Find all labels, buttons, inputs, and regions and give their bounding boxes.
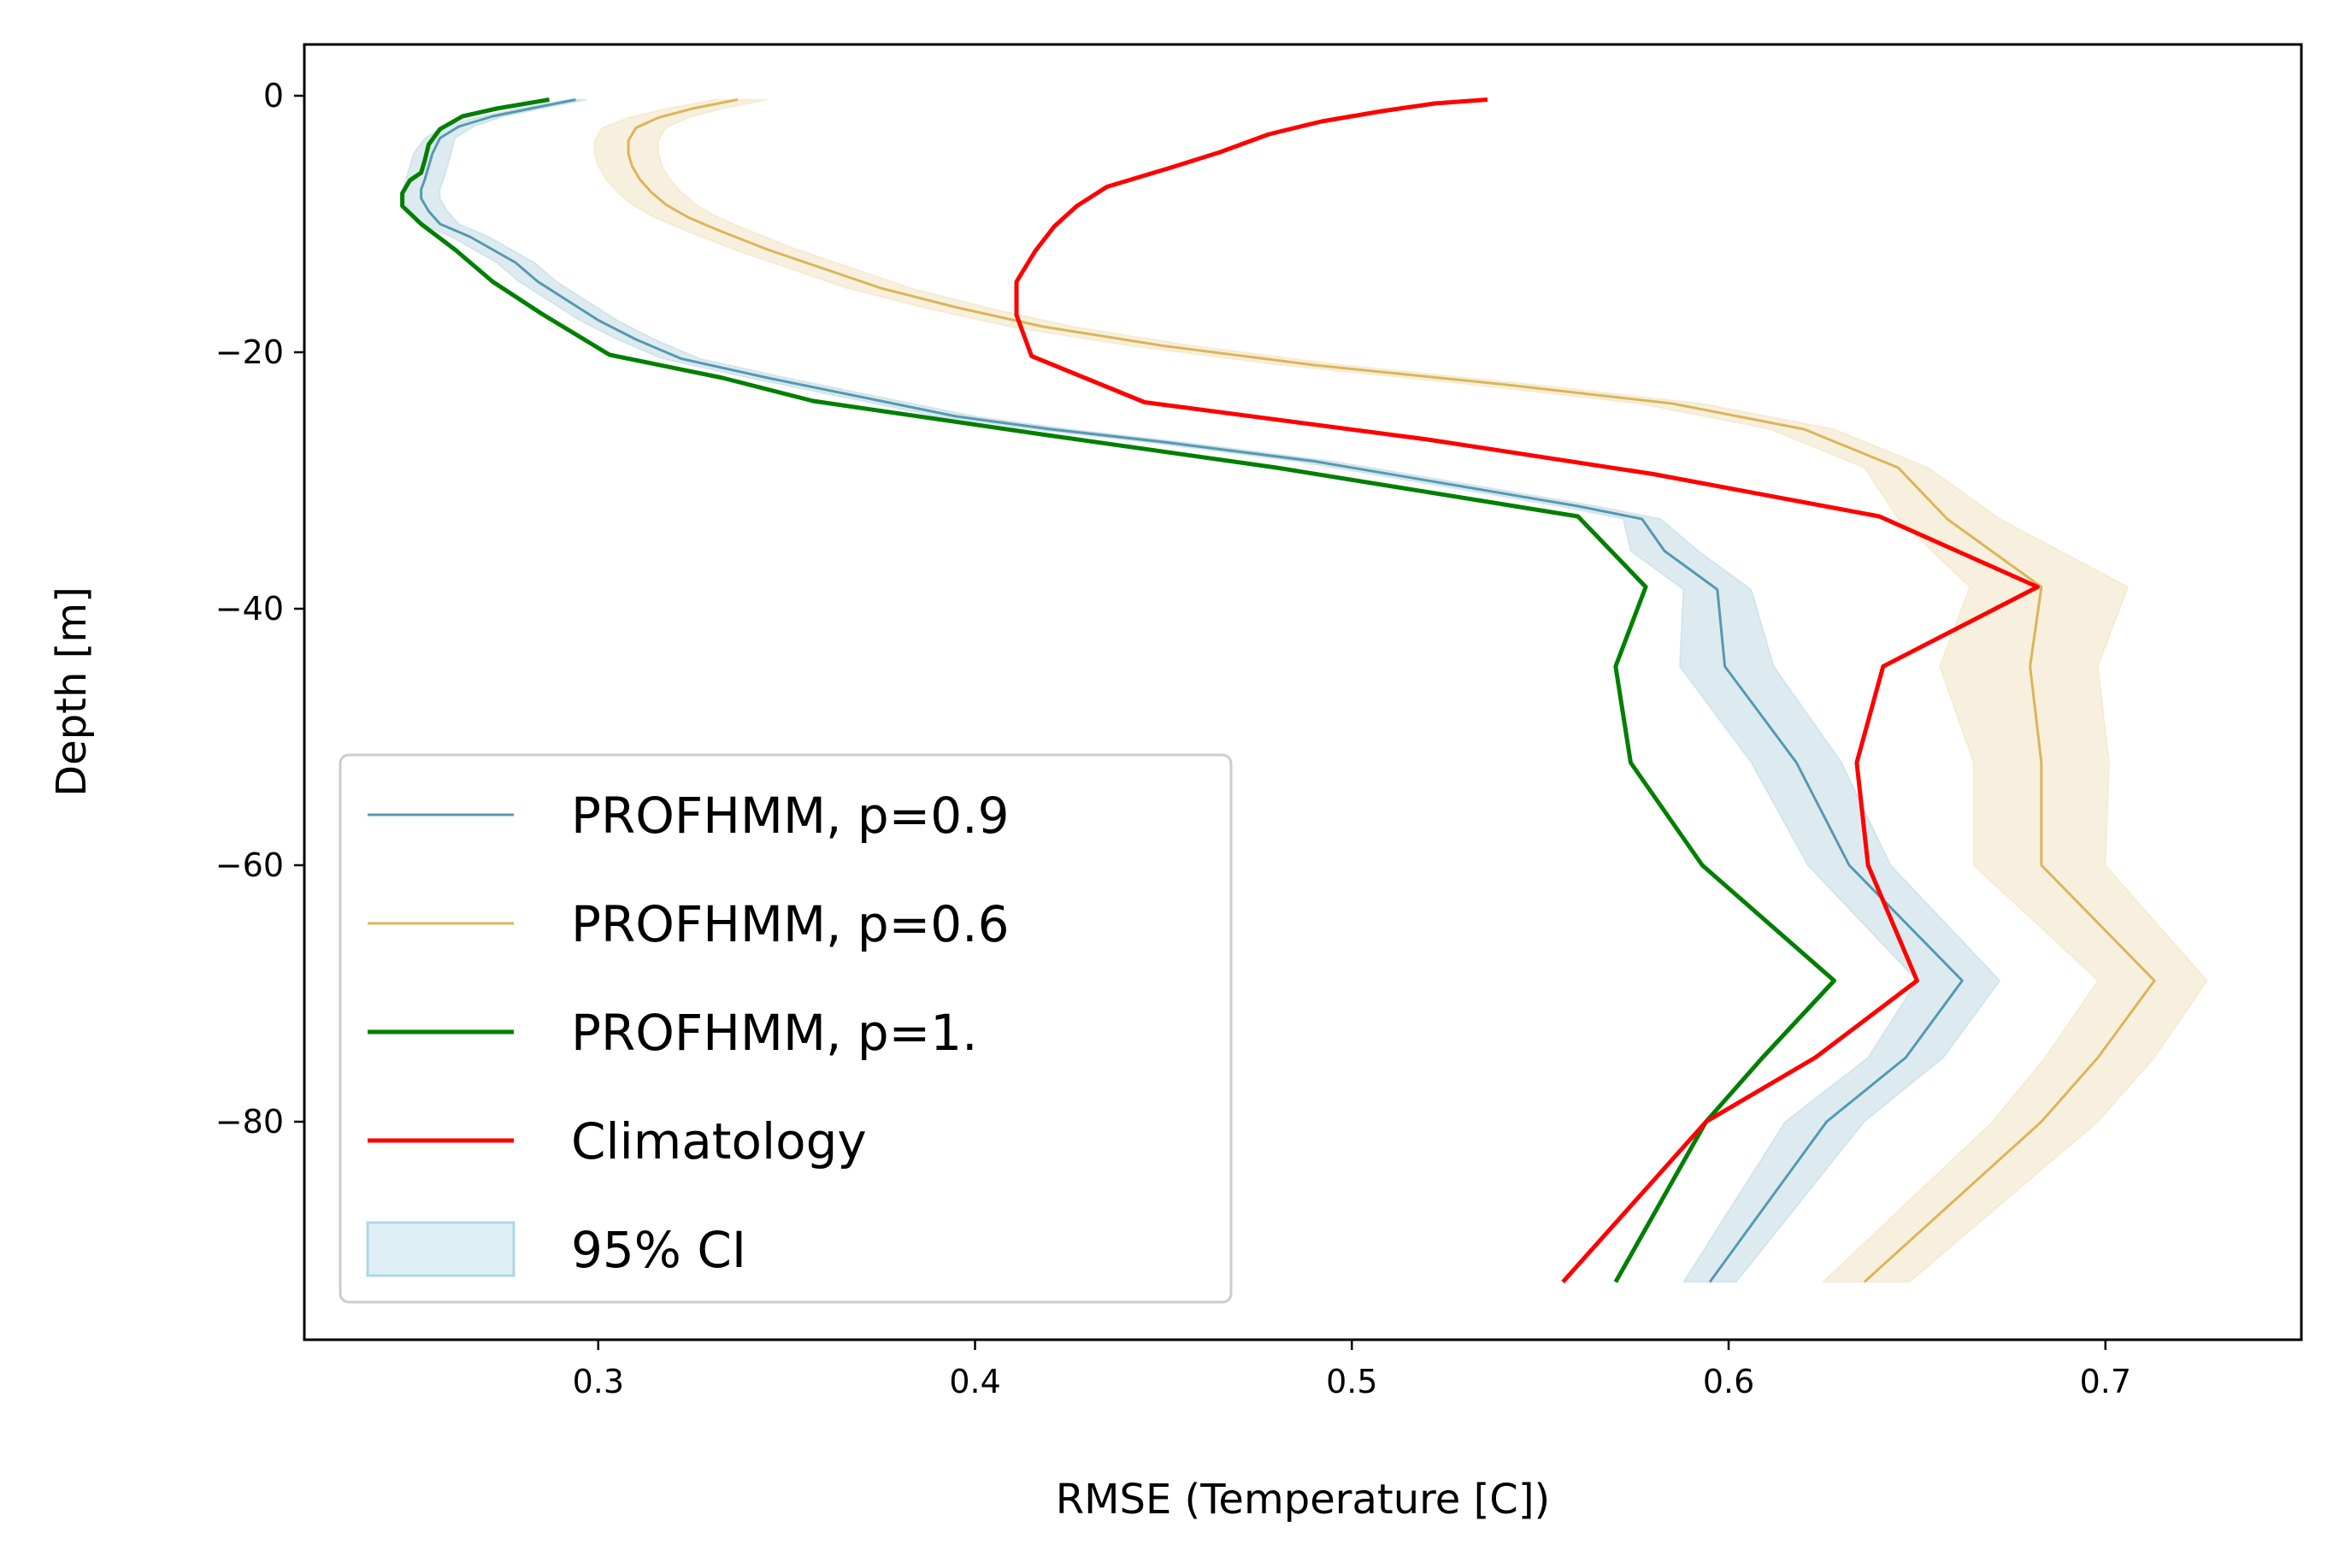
legend-label-0: PROFHMM, p=0.9 <box>571 787 1010 845</box>
y-tick-label: −20 <box>215 333 284 371</box>
legend: PROFHMM, p=0.9 PROFHMM, p=0.6 PROFHMM, p=1… <box>339 753 1233 1304</box>
axis-ticks: 0.3 0.4 0.5 0.6 0.7 0 −20 −40 −60 −80 <box>215 77 2131 1400</box>
legend-swatch-ci <box>366 1221 515 1277</box>
y-axis-title: Depth [m] <box>48 587 96 797</box>
legend-label-3: Climatology <box>571 1112 867 1170</box>
legend-label-4: 95% CI <box>571 1221 746 1279</box>
x-tick-label: 0.4 <box>949 1363 1000 1400</box>
x-tick-label: 0.6 <box>1703 1363 1754 1400</box>
series-line-1 <box>627 98 2156 1283</box>
plot-area <box>400 97 2209 1284</box>
series-line-2 <box>400 97 1836 1283</box>
legend-label-2: PROFHMM, p=1. <box>571 1004 978 1062</box>
legend-label-1: PROFHMM, p=0.6 <box>571 895 1010 953</box>
ci-band-0 <box>401 98 2001 1283</box>
ci-band-1 <box>593 98 2209 1283</box>
y-tick-label: −40 <box>215 590 284 628</box>
y-tick-label: 0 <box>263 77 284 115</box>
series-line-3 <box>1014 97 2040 1284</box>
x-tick-label: 0.3 <box>573 1363 624 1400</box>
y-tick-label: −80 <box>215 1103 284 1141</box>
x-tick-label: 0.5 <box>1326 1363 1377 1400</box>
x-axis-title: RMSE (Temperature [C]) <box>1056 1476 1551 1524</box>
y-tick-label: −60 <box>215 846 284 884</box>
axes-frame <box>303 43 2303 1341</box>
series-line-0 <box>420 98 1964 1283</box>
x-tick-label: 0.7 <box>2080 1363 2131 1400</box>
legend-box <box>339 753 1233 1304</box>
